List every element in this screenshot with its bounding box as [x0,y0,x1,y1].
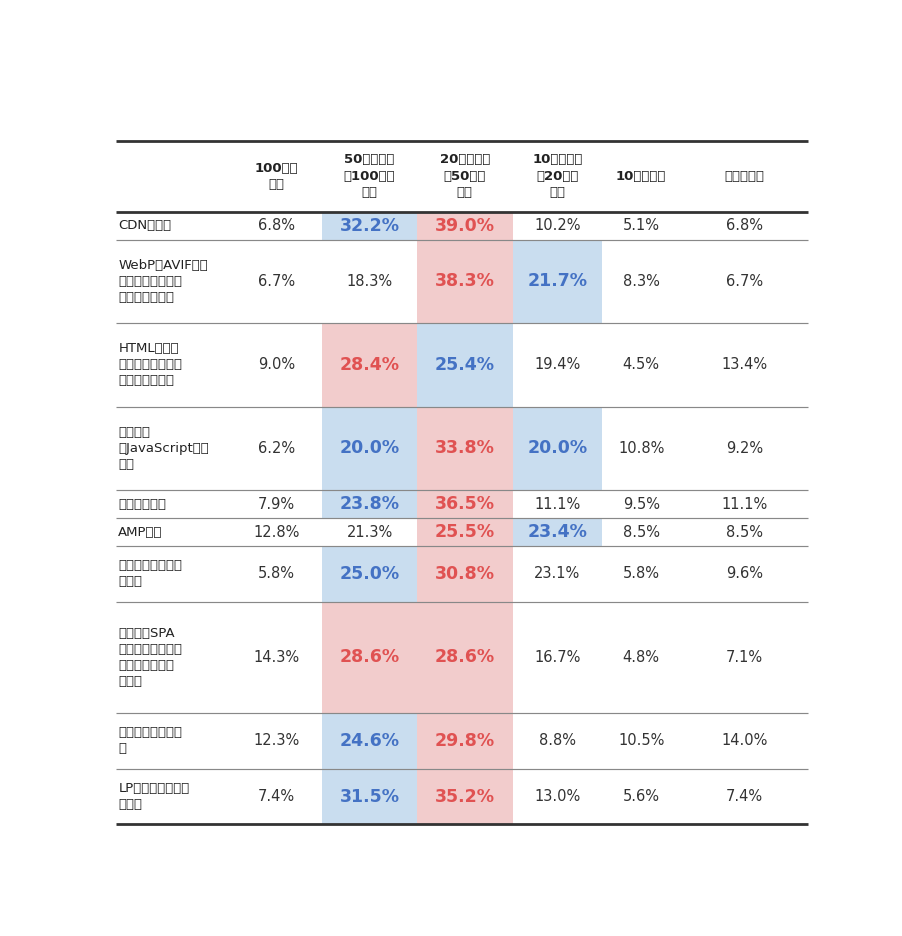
Text: 23.8%: 23.8% [340,495,400,513]
Bar [417,519,512,546]
Text: 28.6%: 28.6% [339,649,400,666]
Text: 18.3%: 18.3% [346,274,392,289]
Text: 31.5%: 31.5% [340,787,400,806]
Text: 10.8%: 10.8% [618,441,665,456]
Text: 30.8%: 30.8% [435,564,494,583]
Text: 50時間以上
〜100時間
未満: 50時間以上 〜100時間 未満 [344,154,395,199]
Text: 14.3%: 14.3% [253,650,299,665]
Bar [417,546,512,602]
Bar [323,490,417,519]
Text: 9.6%: 9.6% [726,566,763,581]
Text: 13.0%: 13.0% [534,789,581,804]
Text: 7.1%: 7.1% [726,650,763,665]
Text: 10.2%: 10.2% [534,218,581,233]
Text: 28.4%: 28.4% [340,356,400,374]
Bar [323,713,417,768]
Text: 20.0%: 20.0% [528,440,587,458]
Bar [323,602,417,713]
Text: 5.6%: 5.6% [622,789,659,804]
Text: 25.0%: 25.0% [339,564,400,583]
Text: 13.4%: 13.4% [722,358,768,373]
Text: 6.7%: 6.7% [726,274,763,289]
Text: 32.2%: 32.2% [340,217,400,235]
Bar [417,602,512,713]
Bar [323,212,417,240]
Text: 14.0%: 14.0% [722,733,768,749]
Text: 20時間以上
〜50時間
未満: 20時間以上 〜50時間 未満 [439,154,490,199]
Text: 6.7%: 6.7% [258,274,295,289]
Text: 速度改善コンサル
の利用: 速度改善コンサル の利用 [118,560,182,589]
Text: CDNの導入: CDNの導入 [118,219,171,232]
Text: 4.5%: 4.5% [622,358,659,373]
Text: 9.5%: 9.5% [622,497,659,512]
Text: サーバー増強: サーバー増強 [118,498,166,511]
Text: 9.2%: 9.2% [726,441,763,456]
Bar [417,768,512,825]
Text: 28.6%: 28.6% [435,649,495,666]
Text: 16.7%: 16.7% [534,650,581,665]
Text: 5.1%: 5.1% [622,218,659,233]
Text: 12.8%: 12.8% [253,524,299,539]
Text: 10時間以上
〜20時間
未満: 10時間以上 〜20時間 未満 [532,154,583,199]
Text: 8.8%: 8.8% [538,733,575,749]
Text: 9.0%: 9.0% [258,358,295,373]
Bar [323,768,417,825]
Bar [417,323,512,407]
Text: 33.8%: 33.8% [435,440,494,458]
Text: 20.0%: 20.0% [339,440,400,458]
Text: HTML最適化
（構成の見直しや
書き換えなど）: HTML最適化 （構成の見直しや 書き換えなど） [118,343,182,388]
Text: 11.1%: 11.1% [722,497,768,512]
Text: 6.8%: 6.8% [726,218,763,233]
Text: 12.3%: 12.3% [253,733,299,749]
Bar [323,407,417,490]
Text: 24.6%: 24.6% [340,732,400,750]
Bar [512,407,603,490]
Text: 6.8%: 6.8% [258,218,295,233]
Text: サイトのSPA
（シングルページ
アプリケーショ
ン）化: サイトのSPA （シングルページ アプリケーショ ン）化 [118,627,182,688]
Text: わからない: わからない [724,170,764,183]
Text: 10.5%: 10.5% [618,733,665,749]
Text: 6.2%: 6.2% [258,441,295,456]
Text: WebPやAVIF等の
次世代画像フォー
マットへの対応: WebPやAVIF等の 次世代画像フォー マットへの対応 [118,259,208,304]
Text: 25.5%: 25.5% [435,523,495,541]
Text: 39.0%: 39.0% [435,217,494,235]
Text: 5.8%: 5.8% [258,566,295,581]
Bar [417,713,512,768]
Text: 7.4%: 7.4% [258,789,295,804]
Text: 7.4%: 7.4% [726,789,763,804]
Bar [417,212,512,240]
Text: 21.3%: 21.3% [346,524,392,539]
Text: 38.3%: 38.3% [435,272,494,290]
Text: 23.4%: 23.4% [528,523,587,541]
Text: 23.1%: 23.1% [534,566,581,581]
Text: 29.8%: 29.8% [435,732,495,750]
Bar [323,546,417,602]
Text: 4.8%: 4.8% [622,650,659,665]
Bar [323,323,417,407]
Bar [417,407,512,490]
Text: 7.9%: 7.9% [258,497,295,512]
Text: サイトリニューア
ル: サイトリニューア ル [118,726,182,755]
Text: 8.5%: 8.5% [726,524,763,539]
Text: 8.5%: 8.5% [622,524,659,539]
Text: 19.4%: 19.4% [534,358,581,373]
Text: AMP対応: AMP対応 [118,525,163,538]
Bar [512,240,603,323]
Text: 10時間未満: 10時間未満 [616,170,667,183]
Text: 36.5%: 36.5% [435,495,494,513]
Text: 8.3%: 8.3% [622,274,659,289]
Text: LP速度改善ツール
の導入: LP速度改善ツール の導入 [118,782,189,812]
Text: 25.4%: 25.4% [435,356,494,374]
Text: 21.7%: 21.7% [528,272,587,290]
Text: 5.8%: 5.8% [622,566,659,581]
Text: 100時間
以上: 100時間 以上 [254,162,299,191]
Text: 35.2%: 35.2% [435,787,494,806]
Bar [417,490,512,519]
Text: 11.1%: 11.1% [534,497,581,512]
Bar [417,240,512,323]
Bar [512,519,603,546]
Text: 不要タグ
（JavaScript）の
削除: 不要タグ （JavaScript）の 削除 [118,426,209,471]
